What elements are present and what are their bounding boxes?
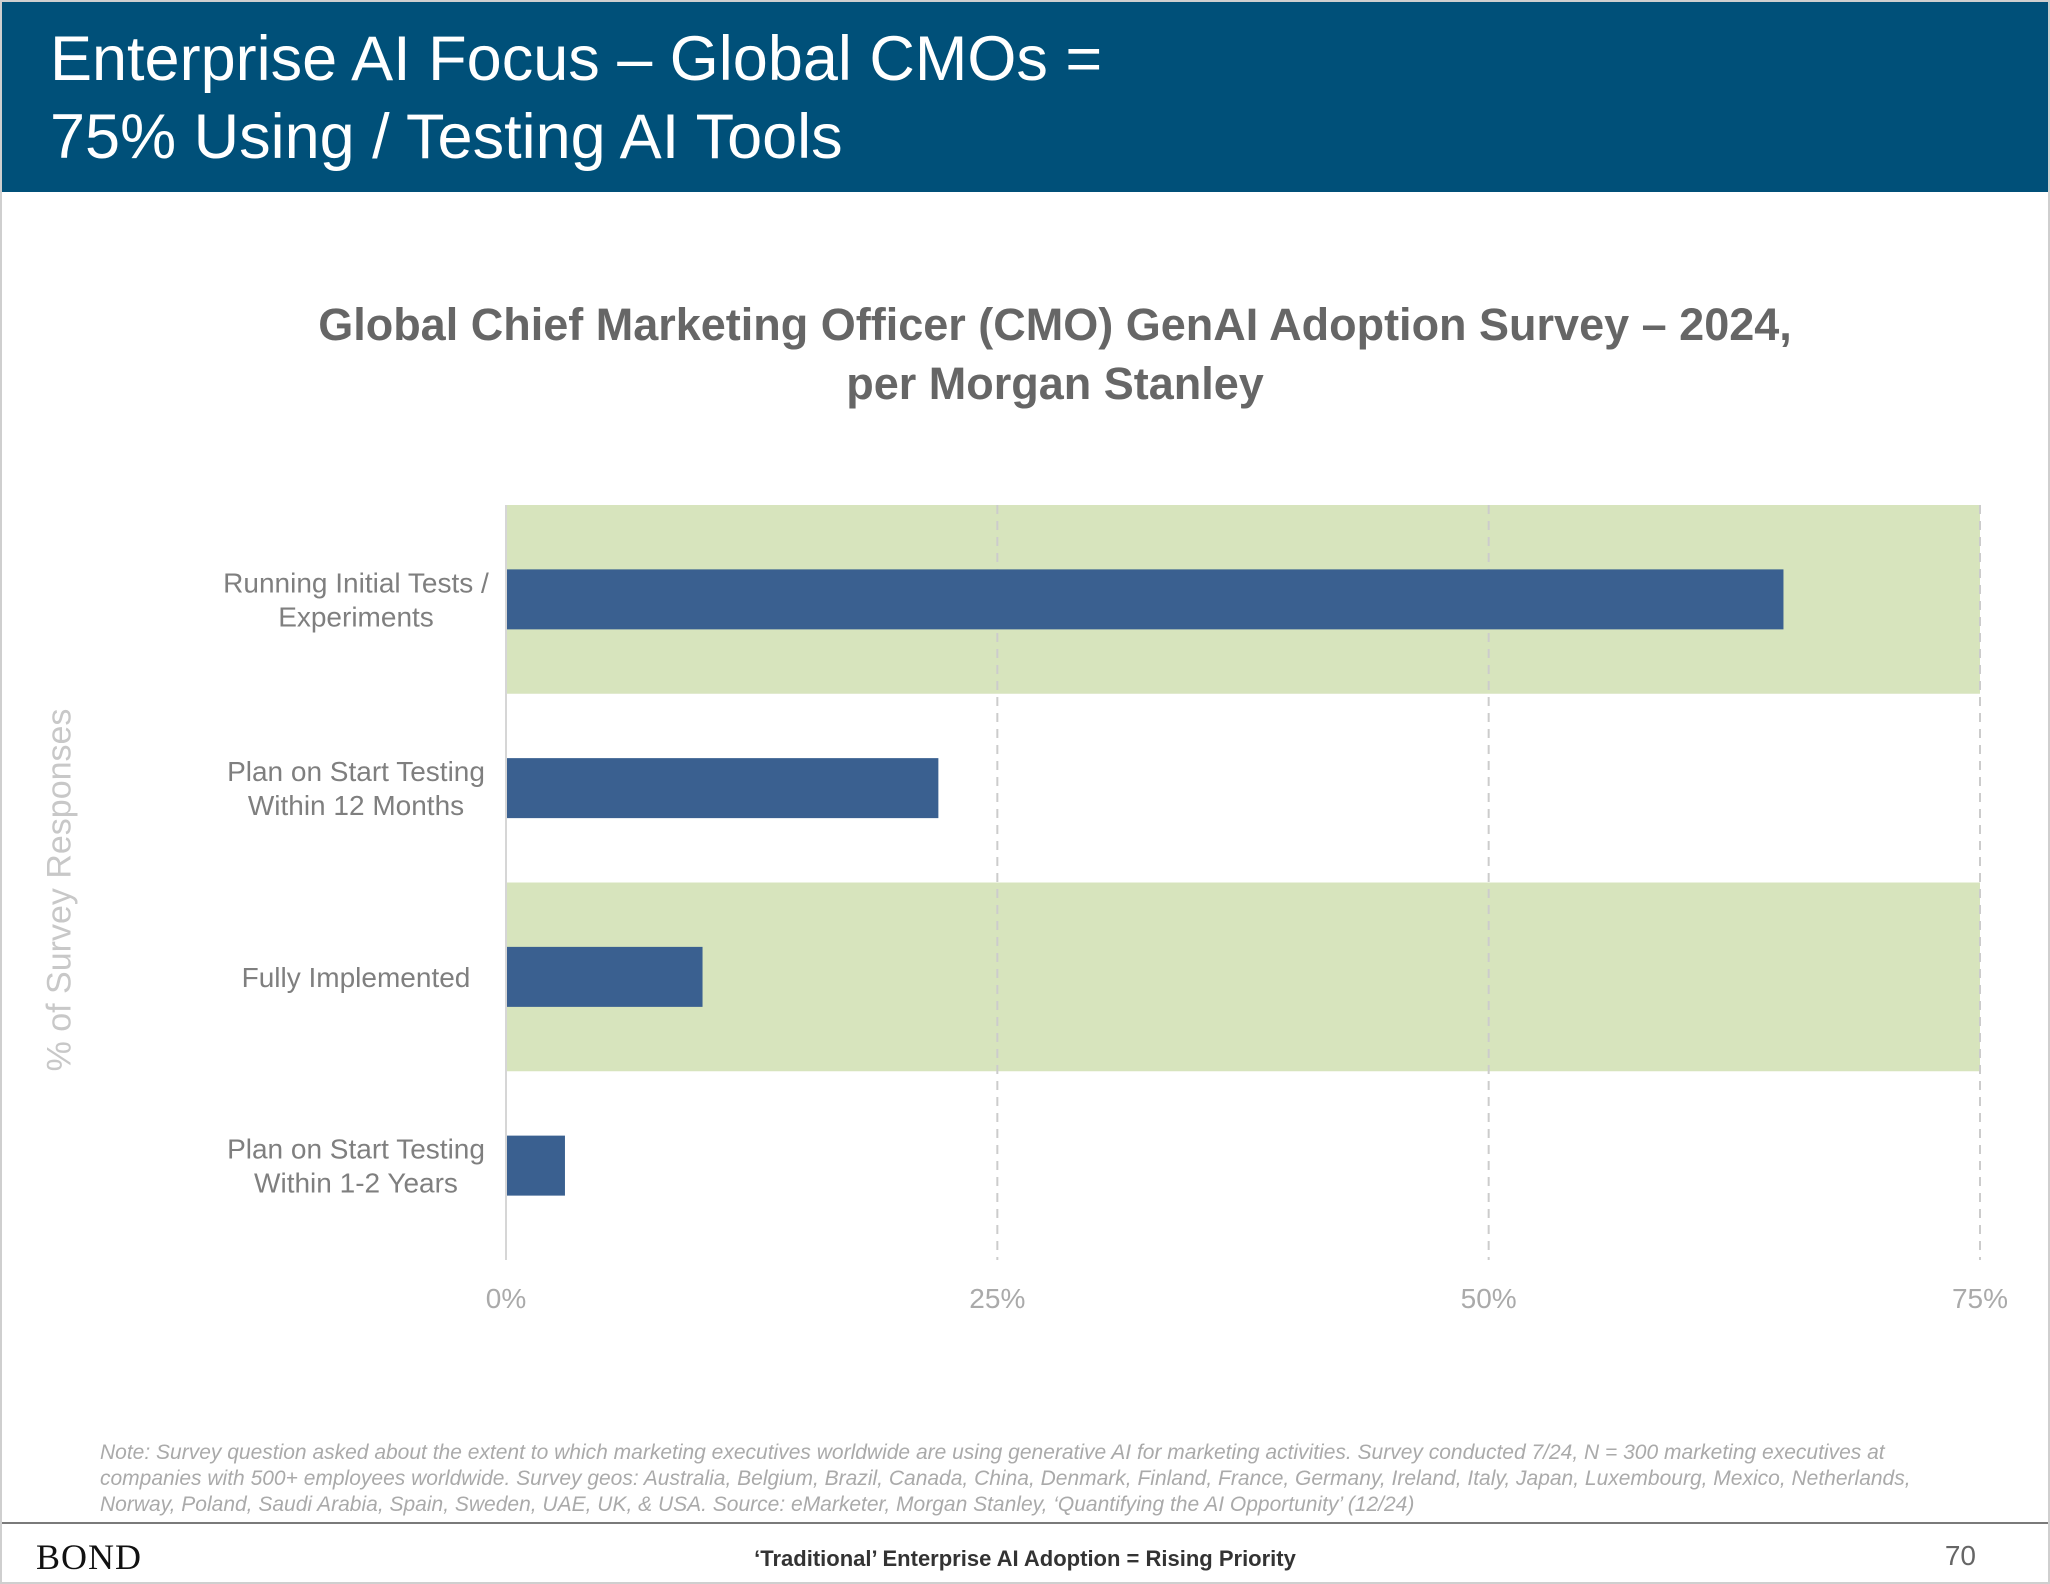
category-label-line: Fully Implemented: [242, 962, 471, 993]
category-label: Plan on Start Testing Within 1-2 Years: [227, 1134, 485, 1199]
brand-logo: BOND: [36, 1537, 143, 1577]
x-tick-label: 25%: [969, 1283, 1025, 1314]
page-title-line-1: Enterprise AI Focus – Global CMOs =: [50, 24, 1103, 94]
category-label: Plan on Start Testing Within 12 Months: [227, 756, 485, 821]
header-banner: Enterprise AI Focus – Global CMOs = 75% …: [0, 0, 2050, 192]
category-label: Fully Implemented: [242, 962, 471, 993]
footer-divider: [0, 1522, 2050, 1524]
category-label-line: Plan on Start Testing: [227, 756, 485, 787]
category-label-line: Experiments: [278, 601, 434, 632]
page-title: Enterprise AI Focus – Global CMOs = 75% …: [50, 20, 1102, 176]
x-tick-label: 50%: [1461, 1283, 1517, 1314]
category-label-line: Within 12 Months: [248, 790, 464, 821]
bar: [507, 569, 1784, 630]
chart-title-line-2: per Morgan Stanley: [846, 358, 1264, 409]
bar: [507, 758, 939, 819]
x-tick-label: 75%: [1952, 1283, 2008, 1314]
page-title-line-2: 75% Using / Testing AI Tools: [50, 102, 843, 172]
page-number: 70: [1944, 1540, 1976, 1571]
footnote: Note: Survey question asked about the ex…: [100, 1441, 1911, 1516]
x-tick-label: 0%: [486, 1283, 526, 1314]
chart-title-line-1: Global Chief Marketing Officer (CMO) Gen…: [318, 299, 1792, 350]
footer-caption: ‘Traditional’ Enterprise AI Adoption = R…: [754, 1546, 1296, 1571]
bar-chart: Running Initial Tests / Experiments Plan o…: [223, 505, 2008, 1314]
highlight-band: [506, 882, 1980, 1072]
bar: [507, 1135, 565, 1196]
category-label-line: Running Initial Tests /: [223, 567, 489, 598]
category-label: Running Initial Tests / Experiments: [223, 567, 489, 632]
chart-title: Global Chief Marketing Officer (CMO) Gen…: [180, 295, 1930, 413]
category-label-line: Within 1-2 Years: [254, 1168, 458, 1199]
category-label-line: Plan on Start Testing: [227, 1134, 485, 1165]
bar: [507, 946, 703, 1007]
